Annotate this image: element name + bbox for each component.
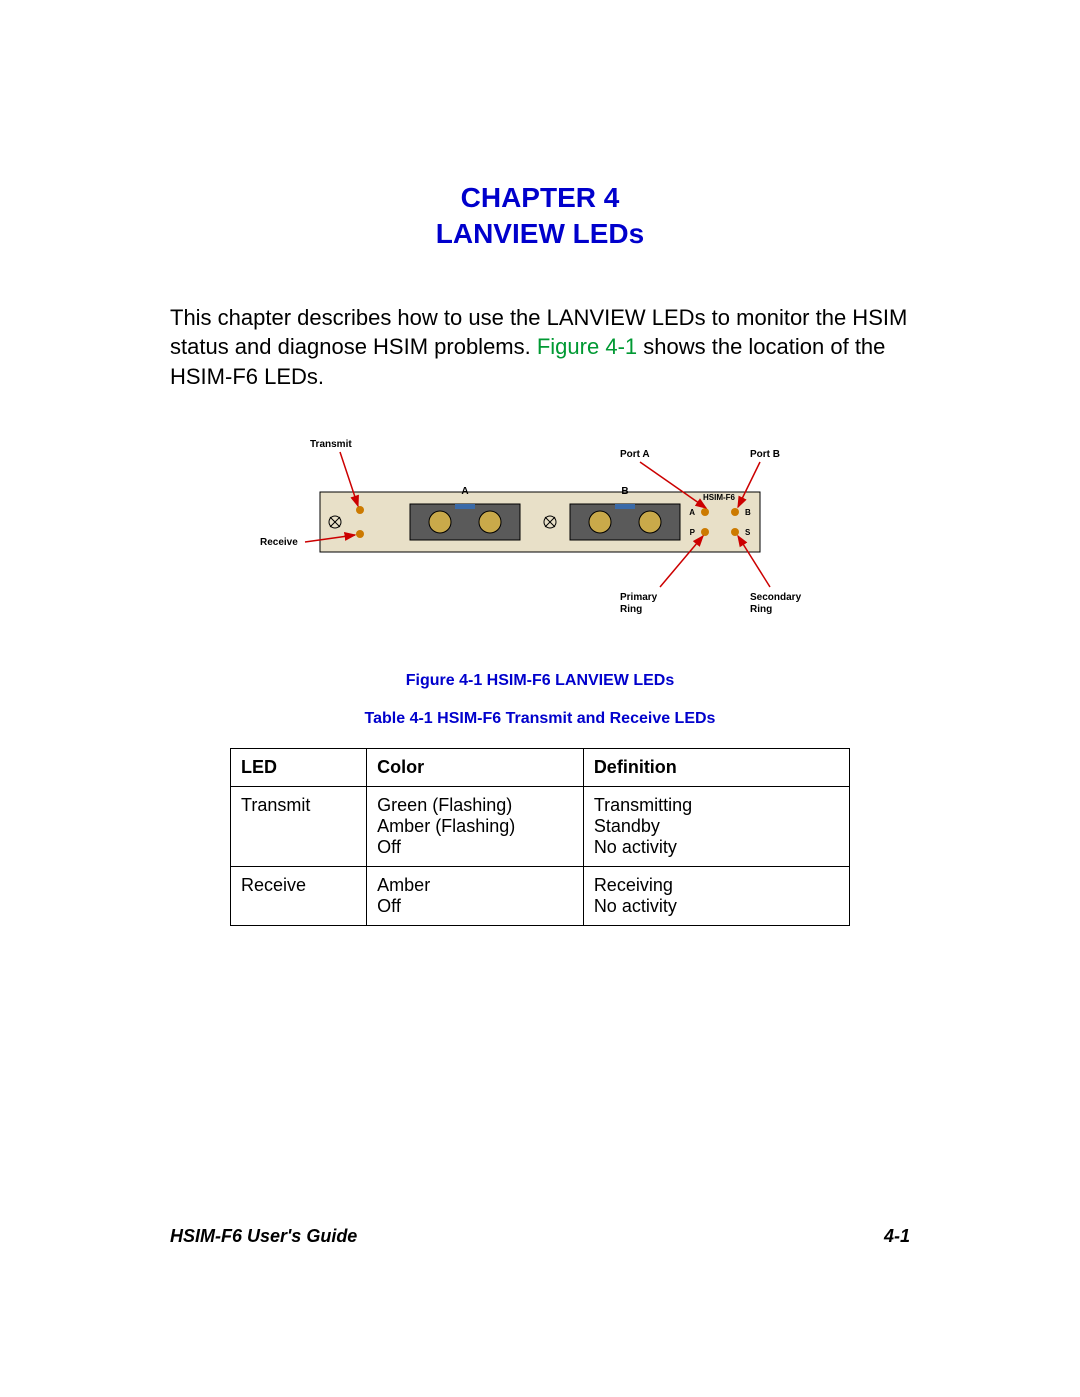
callout-primary-2: Ring (620, 604, 642, 615)
right-led-p: P (690, 528, 696, 537)
callout-port-a: Port A (620, 449, 650, 460)
hsim-label: HSIM-F6 (703, 493, 736, 502)
callout-secondary-1: Secondary (750, 592, 802, 603)
callout-transmit: Transmit (310, 439, 352, 450)
footer-page: 4-1 (884, 1226, 910, 1247)
table-caption: Table 4-1 HSIM-F6 Transmit and Receive L… (170, 710, 910, 728)
callout-port-b: Port B (750, 449, 780, 460)
chapter-number: CHAPTER 4 (170, 180, 910, 216)
cell-led: Transmit (231, 786, 367, 866)
right-led-b: B (745, 508, 751, 517)
right-led-a: A (689, 508, 695, 517)
port-label-a: A (461, 486, 468, 497)
page-footer: HSIM-F6 User's Guide 4-1 (170, 1226, 910, 1247)
cell-color: Green (Flashing)Amber (Flashing)Off (367, 786, 584, 866)
callout-receive: Receive (260, 537, 298, 548)
led-table: LED Color Definition TransmitGreen (Flas… (230, 748, 850, 926)
footer-title: HSIM-F6 User's Guide (170, 1226, 357, 1247)
port-label-b: B (621, 486, 628, 497)
th-led: LED (231, 748, 367, 786)
cell-definition: ReceivingNo activity (583, 866, 849, 925)
right-led-s: S (745, 528, 751, 537)
chapter-title: LANVIEW LEDs (170, 216, 910, 252)
cell-color: AmberOff (367, 866, 584, 925)
chapter-heading: CHAPTER 4 LANVIEW LEDs (170, 180, 910, 253)
table-row: ReceiveAmberOffReceivingNo activity (231, 866, 850, 925)
callout-secondary-2: Ring (750, 604, 772, 615)
figure-caption: Figure 4-1 HSIM-F6 LANVIEW LEDs (170, 672, 910, 690)
table-header-row: LED Color Definition (231, 748, 850, 786)
th-color: Color (367, 748, 584, 786)
cell-definition: TransmittingStandbyNo activity (583, 786, 849, 866)
table-row: TransmitGreen (Flashing)Amber (Flashing)… (231, 786, 850, 866)
intro-paragraph: This chapter describes how to use the LA… (170, 303, 910, 392)
hsim-diagram: A B HSIM-F6 A B P S Transmit (170, 432, 910, 642)
th-definition: Definition (583, 748, 849, 786)
figure-reference-link[interactable]: Figure 4-1 (537, 334, 637, 359)
cell-led: Receive (231, 866, 367, 925)
callout-primary-1: Primary (620, 592, 658, 603)
